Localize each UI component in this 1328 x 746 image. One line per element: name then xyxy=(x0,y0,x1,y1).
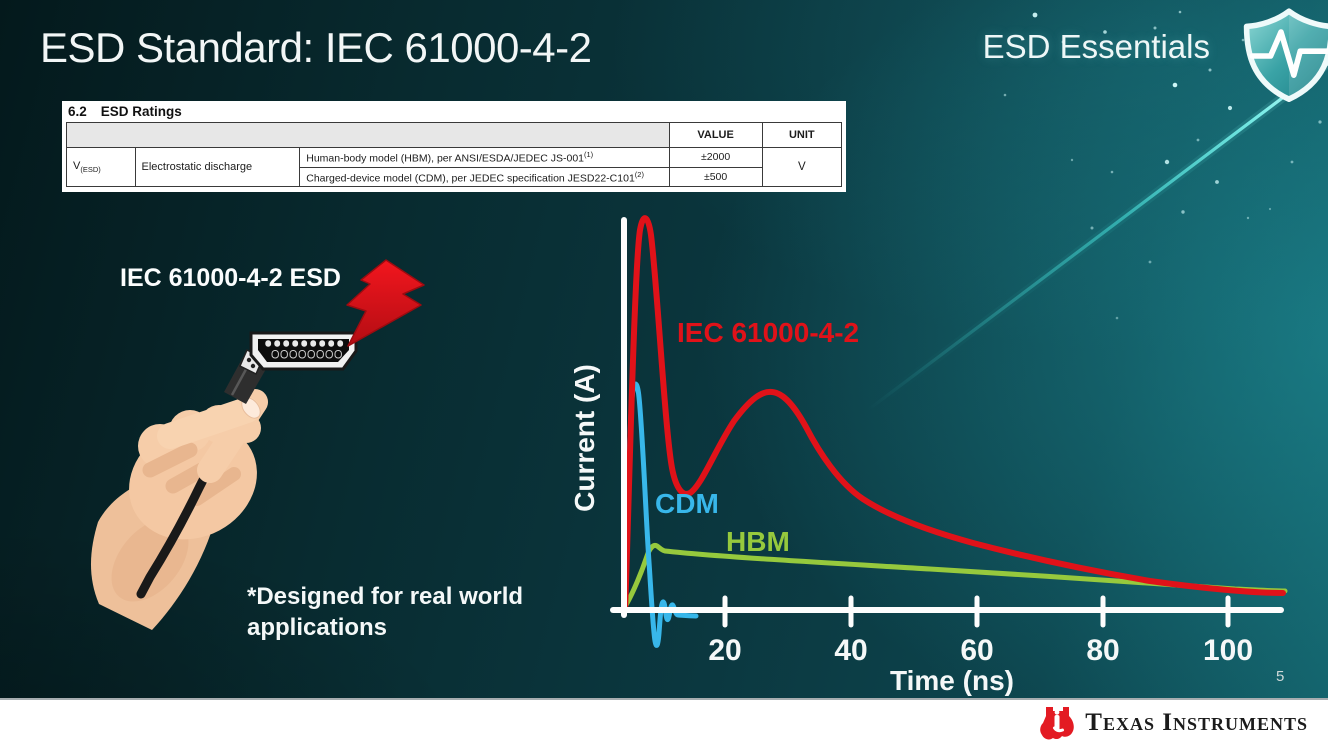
cdm-description-cell: Charged-device model (CDM), per JEDEC sp… xyxy=(299,166,670,187)
tick-label-100: 100 xyxy=(1203,634,1253,667)
cdm-footnote-ref: (2) xyxy=(634,169,644,179)
parameter-cell: Electrostatic discharge xyxy=(134,147,301,187)
section-heading: 6.2 ESD Ratings xyxy=(66,103,842,122)
section-number: 6.2 xyxy=(68,104,87,119)
x-axis-ticks xyxy=(722,595,1231,628)
value-column-header: VALUE xyxy=(668,122,763,148)
symbol-sub: (ESD) xyxy=(80,165,101,175)
table-header-row: VALUE UNIT xyxy=(66,122,843,148)
unit-column-header: UNIT xyxy=(761,122,843,148)
header-spacer-cell xyxy=(66,122,670,148)
page-number: 5 xyxy=(1276,668,1285,685)
lightning-bolt-icon xyxy=(346,259,425,347)
cdm-curve xyxy=(621,381,699,648)
hbm-footnote-ref: (1) xyxy=(584,150,594,159)
esd-ratings-panel: 6.2 ESD Ratings VALUE UNIT V(ESD) Electr… xyxy=(62,101,846,192)
illustration-label: IEC 61000-4-2 ESD xyxy=(120,264,341,292)
ti-logo-text: Texas Instruments xyxy=(1085,709,1308,736)
iec-series-label: IEC 61000-4-2 xyxy=(677,317,859,348)
hbm-series-label: HBM xyxy=(726,526,790,557)
iec-curve xyxy=(622,215,1286,614)
tick-label-80: 80 xyxy=(1086,634,1119,667)
cdm-series-label: CDM xyxy=(655,488,719,519)
thumbnail xyxy=(241,397,261,419)
table-row: V(ESD) Electrostatic discharge Human-bod… xyxy=(66,147,843,187)
cdm-description: Charged-device model (CDM), per JEDEC sp… xyxy=(306,172,635,184)
light-streak xyxy=(863,57,1328,415)
footer-bar: Texas Instruments xyxy=(0,698,1328,746)
hbm-value-cell: ±2000 xyxy=(668,147,763,168)
ti-logo-icon xyxy=(1040,707,1075,740)
y-axis-label: Current (A) xyxy=(569,364,600,512)
symbol-main: V xyxy=(73,159,81,172)
unit-cell: V xyxy=(761,147,843,187)
cdm-value-cell: ±500 xyxy=(668,166,763,187)
cable xyxy=(136,399,248,599)
tick-label-60: 60 xyxy=(960,634,993,667)
designed-footnote: *Designed for real world applications xyxy=(247,583,524,641)
ti-logo: Texas Instruments xyxy=(1039,706,1308,740)
symbol-cell: V(ESD) xyxy=(66,147,136,187)
tick-label-40: 40 xyxy=(834,634,867,667)
hbm-description: Human-body model (HBM), per ANSI/ESDA/JE… xyxy=(306,152,584,165)
hbm-description-cell: Human-body model (HBM), per ANSI/ESDA/JE… xyxy=(299,147,670,168)
tick-label-20: 20 xyxy=(708,634,741,667)
hdmi-connector-illustration xyxy=(224,331,358,404)
esd-shield-icon xyxy=(1243,8,1328,103)
brand-title: ESD Essentials xyxy=(982,28,1210,65)
hbm-curve xyxy=(619,542,1288,614)
esd-ratings-table: VALUE UNIT V(ESD) Electrostatic discharg… xyxy=(66,122,843,187)
section-title: ESD Ratings xyxy=(100,104,182,119)
table-row: Charged-device model (CDM), per JEDEC sp… xyxy=(67,166,842,187)
x-axis-label: Time (ns) xyxy=(890,665,1014,696)
page-title: ESD Standard: IEC 61000-4-2 xyxy=(40,24,592,71)
